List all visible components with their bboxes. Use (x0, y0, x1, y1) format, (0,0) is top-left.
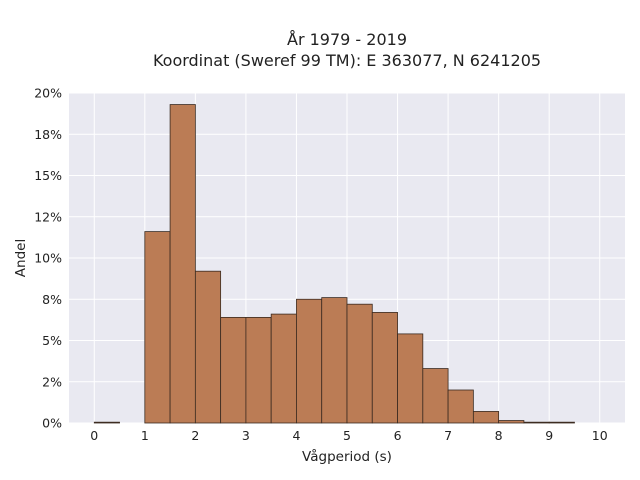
y-axis-label: Andel (13, 239, 29, 277)
x-axis-ticks: 0 1 2 3 4 5 6 7 8 9 10 (90, 428, 607, 443)
chart-title-line1: År 1979 - 2019 (287, 30, 407, 49)
x-tick-label: 10 (592, 428, 608, 443)
x-tick-label: 6 (394, 428, 402, 443)
x-tick-label: 9 (545, 428, 553, 443)
histogram-bar (397, 333, 424, 424)
histogram-bar (422, 368, 449, 424)
histogram-bar (245, 316, 272, 424)
y-tick-label: 10% (34, 251, 62, 266)
histogram-bar (548, 421, 575, 424)
histogram-bar (194, 270, 222, 424)
x-tick-label: 2 (191, 428, 199, 443)
bars (93, 104, 575, 424)
y-tick-label: 15% (34, 168, 62, 183)
histogram-bar (220, 316, 247, 424)
histogram-bar (472, 411, 500, 424)
histogram-bar (169, 104, 196, 424)
histogram-bar (93, 421, 120, 424)
x-tick-label: 0 (90, 428, 98, 443)
histogram-bar (371, 312, 398, 424)
x-tick-label: 7 (444, 428, 452, 443)
histogram-bar (144, 231, 171, 424)
histogram-bar (523, 421, 550, 424)
histogram-bar (270, 313, 297, 424)
x-tick-label: 3 (242, 428, 250, 443)
x-tick-label: 8 (495, 428, 503, 443)
x-axis-label: Vågperiod (s) (302, 448, 392, 465)
y-tick-label: 5% (42, 333, 62, 348)
x-tick-label: 4 (292, 428, 300, 443)
x-tick-label: 5 (343, 428, 351, 443)
histogram-bar (447, 389, 474, 424)
y-tick-label: 12% (34, 209, 62, 224)
histogram-bar (498, 420, 525, 424)
histogram-bar (296, 298, 323, 424)
histogram-bar (346, 303, 373, 424)
y-tick-label: 20% (34, 86, 62, 101)
y-tick-label: 18% (34, 127, 62, 142)
y-tick-label: 2% (42, 374, 62, 389)
histogram-bar (321, 297, 348, 424)
y-tick-label: 8% (42, 292, 62, 307)
x-tick-label: 1 (141, 428, 149, 443)
y-axis-ticks: 0% 2% 5% 8% 10% 12% 15% 18% 20% (34, 86, 62, 431)
chart-title-line2: Koordinat (Sweref 99 TM): E 363077, N 62… (153, 51, 541, 70)
y-tick-label: 0% (42, 416, 62, 431)
